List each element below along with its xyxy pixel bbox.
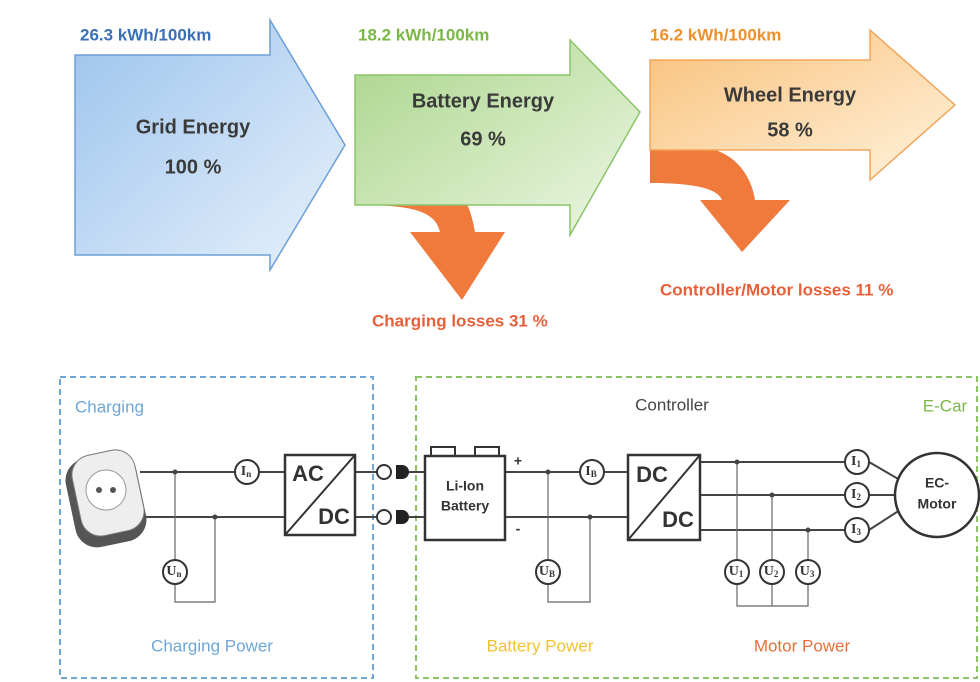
wheel-label: Wheel Energy <box>724 84 857 106</box>
ac-label: AC <box>292 461 324 486</box>
wires <box>140 459 901 607</box>
meter-subscript: 3 <box>810 569 815 579</box>
grid-label: Grid Energy <box>136 116 251 138</box>
meter-subscript: 2 <box>774 569 779 579</box>
node <box>212 514 218 520</box>
car-box <box>415 376 978 679</box>
meter-label: U3 <box>800 564 815 579</box>
motor-line-2: Motor <box>918 496 957 512</box>
node <box>587 514 593 520</box>
meter <box>844 449 870 475</box>
meter-symbol: I <box>851 487 856 502</box>
meter-label: I2 <box>851 487 861 502</box>
motor-line-1: EC- <box>925 475 949 491</box>
node <box>172 469 178 475</box>
motor-loss-arrow <box>650 150 790 252</box>
wheel-arrow <box>649 28 957 182</box>
plug <box>396 465 409 524</box>
battery-arrow <box>354 38 641 238</box>
node <box>805 527 811 533</box>
controller-title: Controller <box>635 395 709 414</box>
meter <box>535 559 561 585</box>
meter <box>234 459 260 485</box>
node <box>734 459 740 465</box>
meter-subscript: 1 <box>856 459 861 469</box>
charging-footer: Charging Power <box>151 636 273 655</box>
meter-label: U2 <box>764 564 779 579</box>
meter-label: I3 <box>851 522 861 537</box>
battery-percent: 69 % <box>460 128 506 150</box>
pin <box>110 487 116 493</box>
converter-diagonal <box>627 454 701 541</box>
meter <box>844 517 870 543</box>
dc-out-label: DC <box>662 507 694 532</box>
meter <box>844 482 870 508</box>
meter-symbol: U <box>800 564 810 579</box>
charging-box <box>59 376 374 679</box>
meter <box>724 559 750 585</box>
dc-label: DC <box>318 504 350 529</box>
connector <box>376 509 392 525</box>
wheel-consumption: 16.2 kWh/100km <box>650 25 781 44</box>
meter <box>162 559 188 585</box>
meter-subscript: B <box>591 469 597 479</box>
node <box>545 469 551 475</box>
ecar-title: E-Car <box>923 396 968 415</box>
grid-arrow <box>74 17 346 273</box>
battery-consumption: 18.2 kWh/100km <box>358 25 489 44</box>
battery-footer: Battery Power <box>487 636 594 655</box>
motor-loss-label: Controller/Motor losses 11 % <box>660 280 893 299</box>
node <box>769 492 775 498</box>
motor-footer: Motor Power <box>754 636 851 655</box>
meter <box>579 459 605 485</box>
meter-symbol: I <box>585 464 590 479</box>
meter-symbol: U <box>729 564 739 579</box>
pin <box>96 487 102 493</box>
socket <box>65 449 147 548</box>
meter-label: IB <box>585 464 596 479</box>
meter-subscript: 2 <box>856 492 861 502</box>
meter-symbol: U <box>764 564 774 579</box>
meter <box>795 559 821 585</box>
grid-consumption: 26.3 kWh/100km <box>80 25 211 44</box>
dc-in-label: DC <box>636 462 668 487</box>
grid-percent: 100 % <box>165 156 222 178</box>
sense-wire <box>174 462 809 607</box>
battery-line-2: Battery <box>441 498 489 514</box>
meter <box>759 559 785 585</box>
minus-sign: - <box>516 521 521 537</box>
meter-subscript: 1 <box>739 569 744 579</box>
socket-hole <box>85 469 127 511</box>
meter-symbol: U <box>166 564 176 579</box>
meter-symbol: I <box>851 454 856 469</box>
meter-symbol: I <box>241 464 246 479</box>
charging-loss-label: Charging losses 31 % <box>372 311 548 330</box>
motor <box>893 451 980 539</box>
battery-label: Battery Energy <box>412 90 555 112</box>
wire <box>409 471 425 518</box>
plus-sign: + <box>514 453 522 469</box>
wheel-percent: 58 % <box>767 119 813 141</box>
meter-label: In <box>241 464 251 479</box>
battery <box>423 454 507 542</box>
meter-subscript: 3 <box>856 527 861 537</box>
meter-label: U1 <box>729 564 744 579</box>
meter-label: UB <box>539 564 555 579</box>
meter-label: Un <box>166 564 181 579</box>
charging-title: Charging <box>75 397 144 416</box>
meter-symbol: U <box>539 564 549 579</box>
converter-diagonal <box>284 454 356 536</box>
meter-subscript: B <box>549 569 555 579</box>
connector <box>376 464 392 480</box>
meter-subscript: n <box>246 469 251 479</box>
meter-label: I1 <box>851 454 861 469</box>
meter-subscript: n <box>177 569 182 579</box>
meter-symbol: I <box>851 522 856 537</box>
battery-line-1: Li-Ion <box>446 478 484 494</box>
